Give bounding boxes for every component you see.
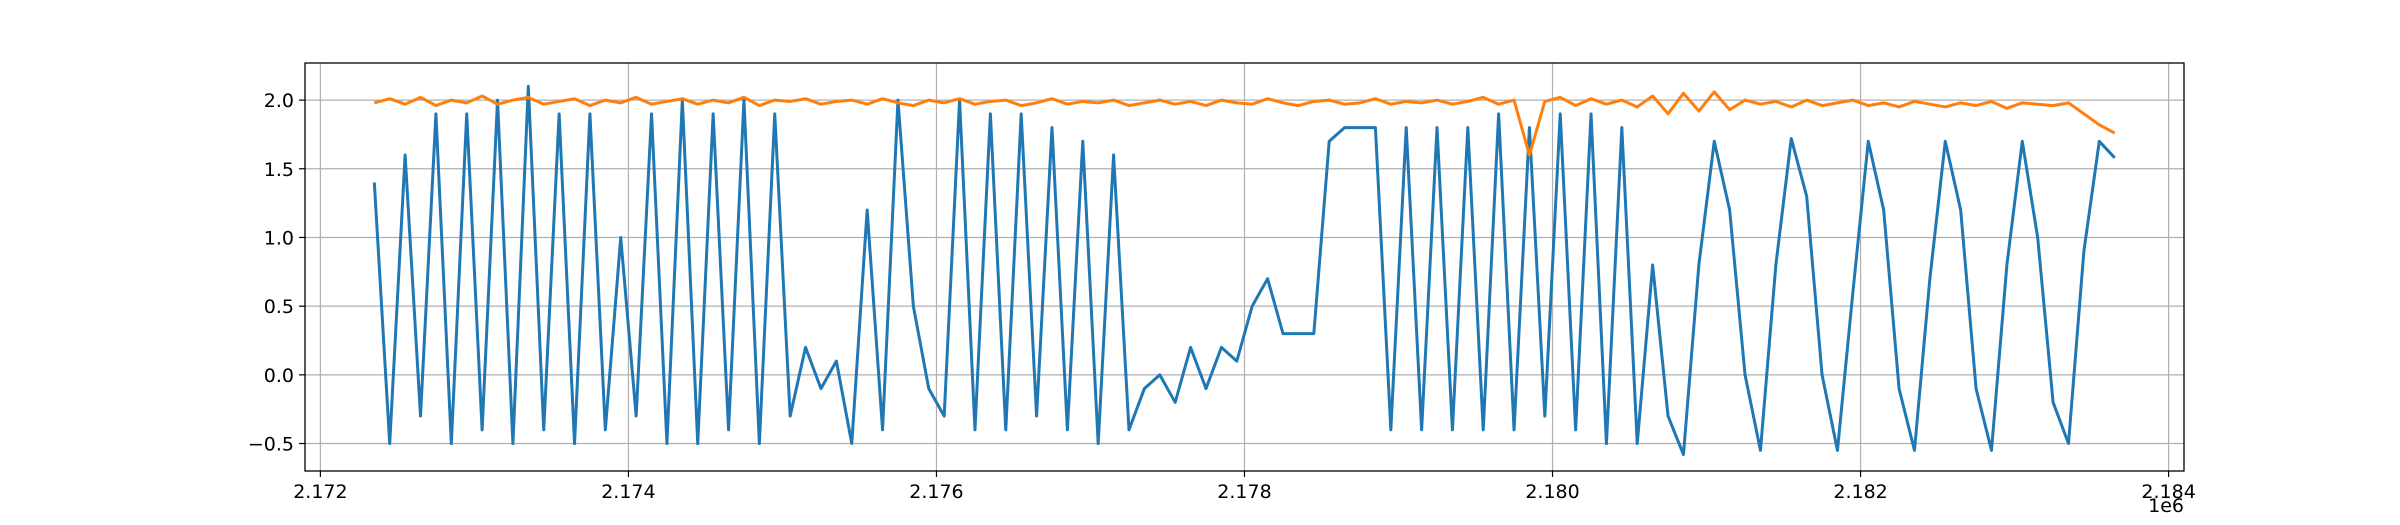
grid-layer	[305, 63, 2184, 471]
x-tick-label: 2.176	[909, 481, 963, 503]
ticks-layer: 2.172 2.174 2.176 2.178 2.180 2.182 2.184 −0.5 0…	[248, 90, 2196, 503]
x-offset-label: 1e6	[2148, 495, 2184, 517]
x-tick-label: 2.174	[601, 481, 655, 503]
series-line	[373, 90, 2116, 157]
y-tick-label: 2.0	[264, 90, 294, 112]
y-tick-label: 0.0	[264, 365, 294, 387]
series-line	[372, 84, 2116, 457]
x-tick-label: 2.178	[1217, 481, 1271, 503]
y-tick-label: 1.0	[264, 227, 294, 249]
y-tick-label: −0.5	[248, 434, 294, 456]
x-tick-label: 2.182	[1833, 481, 1887, 503]
y-tick-label: 1.5	[264, 159, 294, 181]
x-tick-label: 2.172	[293, 481, 347, 503]
x-tick-label: 2.180	[1525, 481, 1579, 503]
lines-layer	[372, 84, 2116, 457]
y-tick-label: 0.5	[264, 296, 294, 318]
x-tick-label: 2.184	[2141, 481, 2195, 503]
